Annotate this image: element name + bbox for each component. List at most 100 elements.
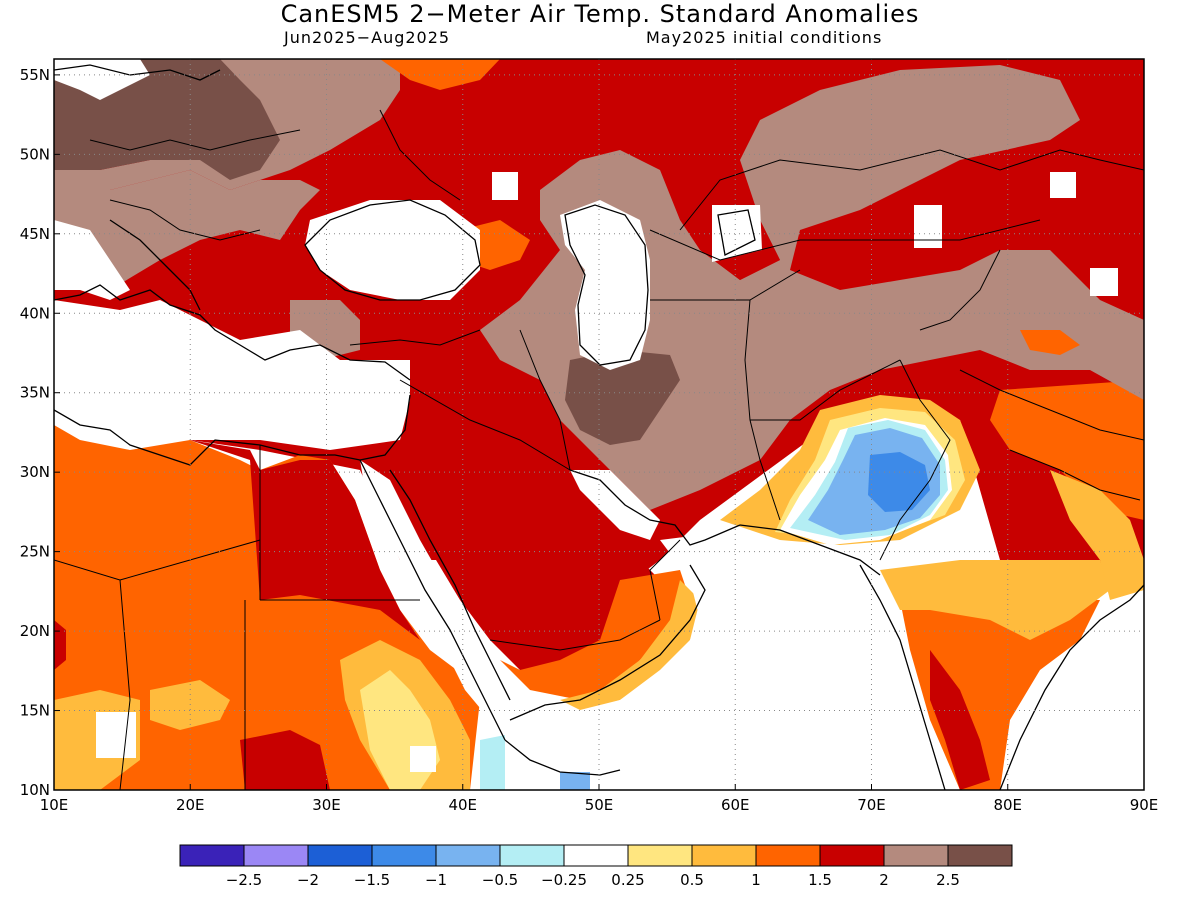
coastline-europe-north bbox=[54, 64, 221, 81]
borders bbox=[54, 109, 1144, 790]
colorbar-label: −0.25 bbox=[541, 871, 587, 889]
anomaly-region-neutral-sea bbox=[500, 530, 900, 790]
lon-tick-label: 30E bbox=[312, 796, 341, 814]
colorbar-swatch bbox=[563, 844, 629, 867]
anomaly-region-minus1-pakistan bbox=[868, 452, 930, 512]
colorbar-label: −0.5 bbox=[482, 871, 518, 889]
colorbar-swatch bbox=[435, 844, 501, 867]
colorbar-label: 2 bbox=[879, 871, 889, 889]
anomaly-region-1-india bbox=[880, 560, 1110, 640]
colorbar-label: −2.5 bbox=[226, 871, 262, 889]
border-oman bbox=[649, 539, 681, 621]
anomaly-region-1-arabia bbox=[560, 580, 700, 710]
border-turkey-syria bbox=[349, 329, 481, 346]
coastline-india-west bbox=[859, 564, 946, 790]
colorbar-label: −1.5 bbox=[354, 871, 390, 889]
anomaly-region-2-chad-west bbox=[54, 620, 66, 670]
border-niger bbox=[54, 559, 131, 790]
lat-tick-label: 55N bbox=[20, 66, 50, 84]
colorbar-swatch bbox=[819, 844, 885, 867]
anomaly-region-2-india bbox=[930, 650, 990, 790]
mask-north-west bbox=[54, 59, 150, 100]
lat-tick-label: 10N bbox=[20, 781, 50, 799]
mask-small-5 bbox=[96, 712, 136, 758]
forecast-period: Jun2025−Aug2025 bbox=[284, 28, 451, 47]
border-kazakhstan-north bbox=[679, 149, 1144, 231]
coastline-red-sea-west bbox=[359, 459, 506, 741]
anomaly-region-15-tibet bbox=[1020, 330, 1080, 355]
colorbar-label: 2.5 bbox=[936, 871, 960, 889]
lon-tick-label: 40E bbox=[448, 796, 477, 814]
anomaly-region-2-arabia bbox=[400, 420, 660, 680]
lat-tick-label: 15N bbox=[20, 702, 50, 720]
anomaly-region-15-nepal bbox=[990, 380, 1144, 520]
colorbar-swatch bbox=[307, 844, 373, 867]
coastline-caspian bbox=[564, 204, 649, 366]
border-nepal bbox=[1009, 449, 1141, 501]
coastline-arabia-south bbox=[509, 564, 706, 721]
mask-balkhash bbox=[914, 205, 942, 248]
coastline-aral bbox=[717, 209, 756, 256]
coastline-iran-south bbox=[739, 524, 881, 576]
coastline-horn bbox=[504, 739, 621, 776]
lon-tick-label: 90E bbox=[1130, 796, 1159, 814]
lat-tick-label: 50N bbox=[20, 145, 50, 163]
lon-tick-label: 50E bbox=[585, 796, 614, 814]
colorbar-swatch bbox=[691, 844, 757, 867]
colorbar-swatch bbox=[371, 844, 437, 867]
colorbar-label: −2 bbox=[297, 871, 319, 889]
caspian-sea bbox=[560, 200, 650, 370]
anomaly-region-minus05-horn bbox=[560, 772, 590, 790]
lat-tick-label: 30N bbox=[20, 463, 50, 481]
border-kazakhstan-south bbox=[649, 219, 1041, 261]
anomaly-region-1-bengal bbox=[1050, 470, 1144, 600]
coastlines bbox=[54, 64, 1144, 790]
europe-west-masked bbox=[54, 220, 130, 300]
coastline-africa-north bbox=[54, 394, 411, 466]
persian-gulf bbox=[570, 470, 660, 540]
colorbar bbox=[179, 844, 1013, 867]
lat-tick-label: 35N bbox=[20, 384, 50, 402]
border-saudi-yemen bbox=[489, 619, 661, 651]
anomaly-region-2-sahel bbox=[240, 730, 330, 790]
lon-tick-label: 10E bbox=[40, 796, 69, 814]
colorbar-swatch bbox=[755, 844, 821, 867]
colorbar-swatch bbox=[947, 844, 1013, 867]
colorbar-label: 0.25 bbox=[611, 871, 644, 889]
anomaly-region-25-balkans bbox=[54, 170, 320, 290]
lat-tick-label: 40N bbox=[20, 304, 50, 322]
anomaly-region-15-arabia bbox=[500, 570, 690, 700]
lat-tick-label: 20N bbox=[20, 622, 50, 640]
lat-tick-labels: 10N 15N 20N 25N 30N 35N 40N 45N 50N 55N bbox=[20, 66, 50, 799]
mask-small-4 bbox=[410, 746, 436, 772]
anomaly-field bbox=[54, 59, 1144, 790]
coastline-india-east bbox=[999, 584, 1144, 790]
colorbar-labels: −2.5 −2 −1.5 −1 −0.5 −0.25 0.25 0.5 1 1.5 2 2.5 bbox=[226, 871, 960, 889]
lon-tick-label: 20E bbox=[176, 796, 205, 814]
border-china-west bbox=[919, 249, 1001, 331]
lon-tick-labels: 10E 20E 30E 40E 50E 60E 70E 80E 90E bbox=[40, 796, 1159, 814]
anomaly-region-2-africa bbox=[190, 440, 420, 640]
map-title: CanESM5 2−Meter Air Temp. Standard Anoma… bbox=[280, 0, 920, 28]
colorbar-swatch bbox=[499, 844, 565, 867]
lon-tick-label: 70E bbox=[857, 796, 886, 814]
lon-tick-label: 60E bbox=[721, 796, 750, 814]
black-sea bbox=[305, 200, 480, 300]
border-saudi-iraq bbox=[399, 379, 571, 471]
border-afghanistan-pakistan bbox=[750, 359, 901, 421]
colorbar-label: 0.5 bbox=[680, 871, 704, 889]
border-tibet bbox=[959, 369, 1144, 441]
coastline-mediterranean-north bbox=[54, 284, 411, 381]
colorbar-swatch bbox=[627, 844, 693, 867]
coastline-red-sea-east bbox=[389, 469, 511, 701]
colorbar-label: 1.5 bbox=[808, 871, 832, 889]
lat-tick-label: 45N bbox=[20, 225, 50, 243]
anomaly-region-minus025-horn bbox=[480, 735, 505, 790]
red-sea bbox=[360, 460, 510, 720]
anomaly-region-25-iran-core bbox=[565, 350, 680, 445]
border-ukraine-russia bbox=[379, 109, 461, 201]
border-europe-2 bbox=[109, 199, 261, 241]
grid-lines bbox=[54, 59, 1144, 790]
border-turkmenistan bbox=[650, 269, 801, 301]
